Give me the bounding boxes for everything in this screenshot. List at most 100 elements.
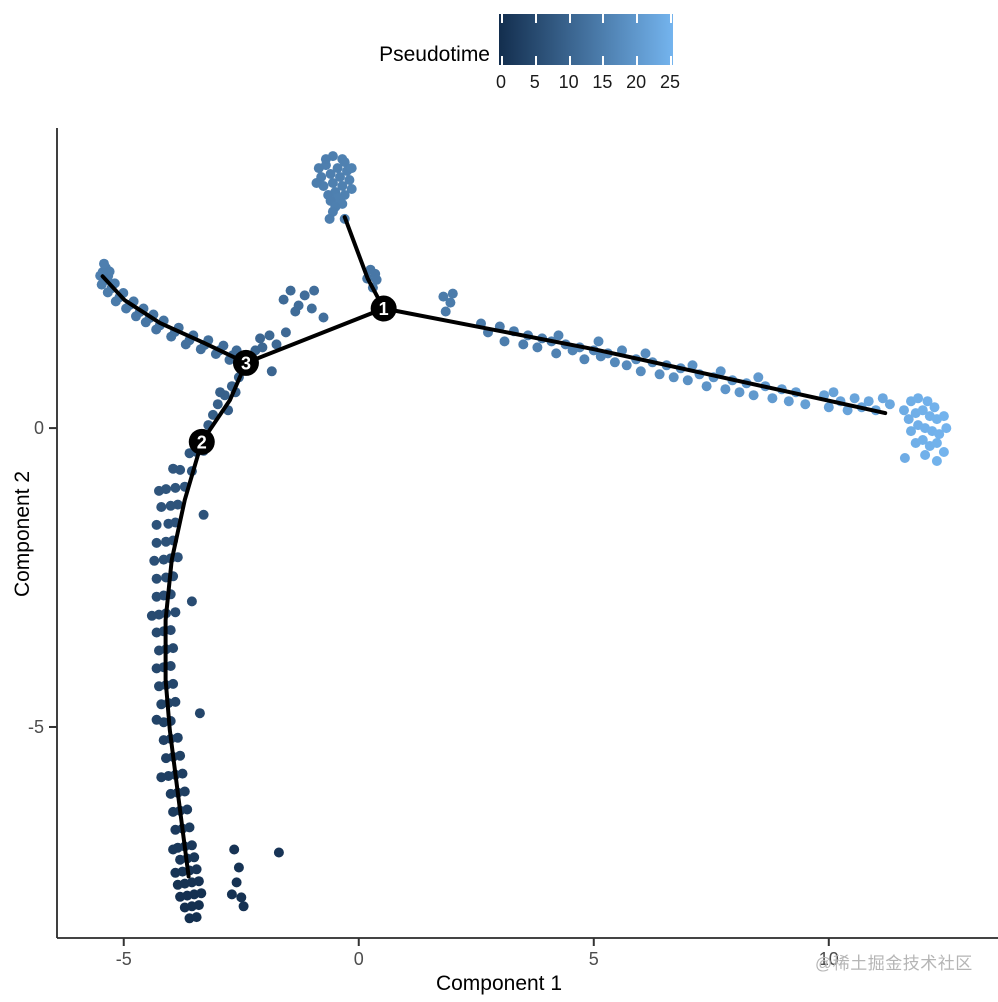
legend-tick-label: 25: [659, 72, 681, 92]
legend-tick-label: 15: [592, 72, 613, 92]
trajectory-line: [163, 439, 204, 879]
data-point: [170, 607, 181, 618]
legend-tick-mark: [568, 14, 571, 23]
data-point: [938, 447, 949, 457]
y-axis-tick-label: -5: [28, 717, 44, 737]
data-point: [344, 175, 355, 185]
data-point: [734, 387, 745, 398]
data-point: [748, 390, 759, 401]
data-point: [151, 627, 162, 638]
data-point: [186, 840, 197, 851]
data-point: [553, 330, 564, 341]
data-point: [99, 258, 109, 269]
branch-node-label-1: 1: [379, 299, 389, 319]
data-point: [899, 453, 910, 463]
data-point: [165, 788, 176, 799]
data-point: [154, 485, 164, 496]
legend-tick-label: 5: [529, 72, 540, 92]
data-point: [170, 867, 181, 878]
data-point: [903, 414, 914, 425]
data-point: [920, 450, 931, 460]
data-point: [593, 336, 604, 347]
legend-tick-label: 20: [626, 72, 647, 92]
trajectory-line: [244, 306, 386, 365]
legend-tick-mark: [534, 56, 537, 65]
data-point: [445, 297, 456, 308]
data-point: [170, 482, 181, 493]
data-point: [499, 336, 510, 347]
x-axis-tick-label: 0: [354, 949, 364, 969]
data-point: [327, 178, 338, 188]
data-point: [170, 696, 181, 707]
data-point: [266, 366, 277, 377]
data-point: [186, 596, 197, 607]
data-point: [179, 902, 190, 913]
data-point: [325, 169, 336, 179]
data-point: [218, 340, 229, 351]
data-point: [518, 339, 529, 350]
data-point: [609, 357, 620, 368]
data-point: [196, 888, 207, 899]
data-point: [906, 426, 916, 437]
data-point: [238, 901, 249, 912]
data-point: [151, 573, 162, 584]
data-point: [226, 889, 237, 900]
data-point: [172, 499, 183, 510]
data-point: [229, 844, 240, 855]
data-point: [166, 331, 177, 342]
data-point: [290, 306, 301, 317]
data-point: [324, 213, 335, 224]
data-point: [941, 423, 952, 434]
trajectory-line: [381, 306, 888, 416]
data-point: [151, 714, 162, 725]
branch-node-2: [188, 428, 215, 455]
branch-node-label-2: 2: [197, 432, 207, 452]
data-point: [800, 399, 811, 410]
data-point: [208, 409, 218, 420]
data-point: [151, 663, 162, 674]
data-point: [318, 312, 329, 323]
data-point: [194, 708, 205, 719]
data-point: [931, 438, 942, 448]
data-point: [447, 288, 458, 299]
x-axis-title: Component 1: [435, 972, 563, 995]
data-point: [151, 519, 162, 530]
data-point: [215, 387, 226, 398]
data-point: [177, 768, 188, 779]
data-point: [285, 285, 296, 296]
data-point: [189, 852, 200, 863]
data-point: [165, 661, 176, 671]
branch-node-1: [370, 295, 397, 322]
data-point: [179, 786, 190, 797]
data-point: [899, 405, 909, 416]
legend-tick-mark: [501, 56, 503, 65]
data-point: [922, 396, 933, 407]
data-point: [168, 678, 179, 689]
data-point: [767, 393, 778, 404]
data-point: [339, 157, 350, 168]
data-point: [151, 591, 162, 602]
data-point: [863, 396, 874, 407]
data-point: [371, 274, 382, 285]
data-point: [278, 294, 289, 305]
legend-tick-mark: [602, 14, 605, 23]
data-point: [151, 324, 162, 335]
data-point: [271, 339, 282, 350]
data-point: [828, 387, 839, 398]
data-point: [532, 342, 543, 353]
data-point: [635, 366, 646, 377]
data-point: [687, 360, 698, 371]
data-point: [264, 330, 275, 341]
legend-title: Pseudotime: [379, 43, 490, 66]
legend-tick-mark: [568, 56, 571, 65]
data-point: [579, 354, 590, 365]
data-point: [170, 824, 181, 835]
trajectory-line: [100, 274, 248, 365]
data-point: [175, 891, 186, 902]
data-point: [621, 360, 632, 371]
data-point: [154, 645, 164, 656]
x-axis-tick-label: 5: [589, 949, 599, 969]
data-point: [172, 732, 183, 743]
data-point: [154, 681, 164, 692]
data-point: [320, 154, 331, 165]
